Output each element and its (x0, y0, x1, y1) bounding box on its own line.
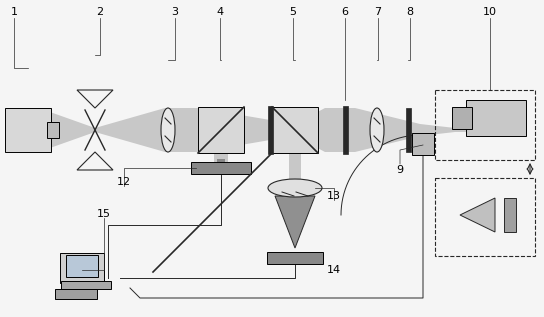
Text: 10: 10 (483, 7, 497, 17)
Bar (412, 133, 434, 155)
Bar (217, 159, 225, 169)
Bar (466, 100, 526, 136)
Polygon shape (295, 108, 325, 152)
Bar (66, 255, 98, 277)
Polygon shape (50, 112, 95, 148)
Polygon shape (460, 198, 495, 232)
Bar (60, 253, 104, 283)
Polygon shape (420, 124, 455, 136)
Bar (272, 107, 318, 153)
Ellipse shape (268, 179, 322, 197)
Text: 15: 15 (97, 209, 111, 219)
Bar (191, 162, 251, 174)
Bar (198, 107, 244, 153)
Text: 2: 2 (96, 7, 103, 17)
Bar (268, 106, 273, 154)
Bar (55, 289, 97, 299)
Bar (405, 108, 411, 152)
Polygon shape (200, 108, 270, 152)
Ellipse shape (161, 108, 175, 152)
Bar (435, 178, 535, 256)
Text: 12: 12 (117, 177, 131, 187)
Polygon shape (355, 108, 420, 152)
Text: 14: 14 (327, 265, 341, 275)
Text: 5: 5 (289, 7, 296, 17)
Text: 7: 7 (374, 7, 381, 17)
Text: 4: 4 (217, 7, 224, 17)
Text: 6: 6 (342, 7, 349, 17)
Bar (343, 106, 348, 154)
Bar (47, 122, 59, 138)
Bar (452, 107, 472, 129)
Bar (267, 252, 323, 264)
Bar (435, 90, 535, 160)
Bar (5, 108, 51, 152)
Bar (504, 198, 516, 232)
Text: 1: 1 (10, 7, 17, 17)
Text: 9: 9 (397, 165, 404, 175)
Polygon shape (270, 120, 295, 140)
Polygon shape (325, 108, 355, 152)
Polygon shape (214, 148, 228, 168)
Polygon shape (165, 108, 200, 152)
Polygon shape (95, 108, 165, 152)
Ellipse shape (370, 108, 384, 152)
Text: 3: 3 (171, 7, 178, 17)
Text: 8: 8 (406, 7, 413, 17)
Bar (61, 281, 111, 289)
Polygon shape (275, 196, 315, 248)
Text: 13: 13 (327, 191, 341, 201)
Polygon shape (455, 128, 490, 132)
Polygon shape (289, 136, 301, 190)
